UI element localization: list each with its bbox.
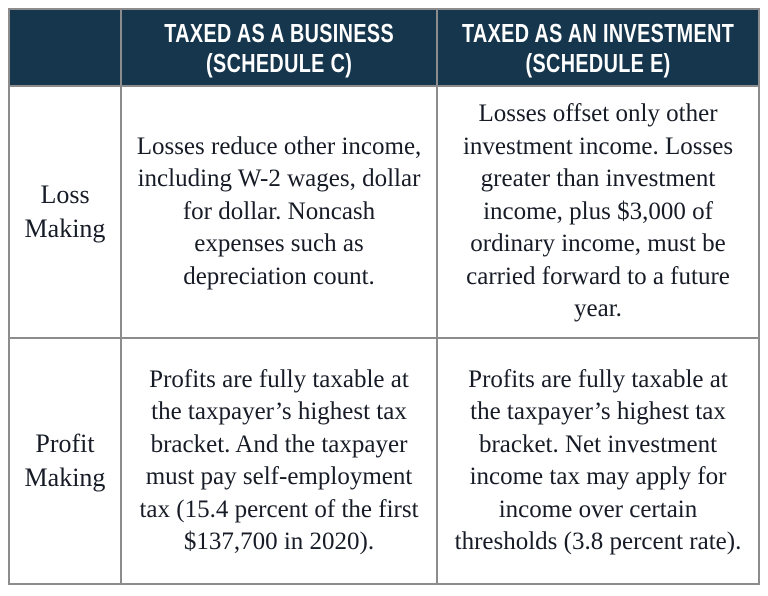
header-investment-line1: TAXED AS AN INVESTMENT [461, 17, 735, 48]
row-label-loss-making-text: Loss Making [24, 180, 106, 243]
row-label-profit-making-text: Profit Making [24, 429, 106, 492]
cell-loss-business: Losses reduce other income, including W-… [122, 87, 436, 337]
header-business-text: TAXED AS A BUSINESS (SCHEDULE C) [164, 18, 394, 78]
cell-loss-investment-text: Losses offset only other investment inco… [462, 100, 734, 323]
cell-profit-business-text: Profits are fully taxable at the taxpaye… [139, 365, 419, 556]
header-cell-business: TAXED AS A BUSINESS (SCHEDULE C) [122, 10, 436, 85]
corner-cell [10, 10, 120, 85]
row-label-profit-making: Profit Making [10, 339, 120, 583]
tax-comparison-table: TAXED AS A BUSINESS (SCHEDULE C) TAXED A… [8, 8, 760, 585]
cell-loss-business-text: Losses reduce other income, including W-… [136, 132, 422, 290]
header-cell-investment: TAXED AS AN INVESTMENT (SCHEDULE E) [438, 10, 758, 85]
cell-loss-investment: Losses offset only other investment inco… [438, 87, 758, 337]
header-business-line2: (SCHEDULE C) [205, 47, 353, 78]
header-investment-line2: (SCHEDULE E) [525, 47, 671, 78]
cell-profit-investment: Profits are fully taxable at the taxpaye… [438, 339, 758, 583]
header-investment-text: TAXED AS AN INVESTMENT (SCHEDULE E) [462, 18, 734, 78]
cell-profit-investment-text: Profits are fully taxable at the taxpaye… [454, 365, 742, 556]
row-label-loss-making: Loss Making [10, 87, 120, 337]
header-business-line1: TAXED AS A BUSINESS [164, 17, 394, 48]
cell-profit-business: Profits are fully taxable at the taxpaye… [122, 339, 436, 583]
